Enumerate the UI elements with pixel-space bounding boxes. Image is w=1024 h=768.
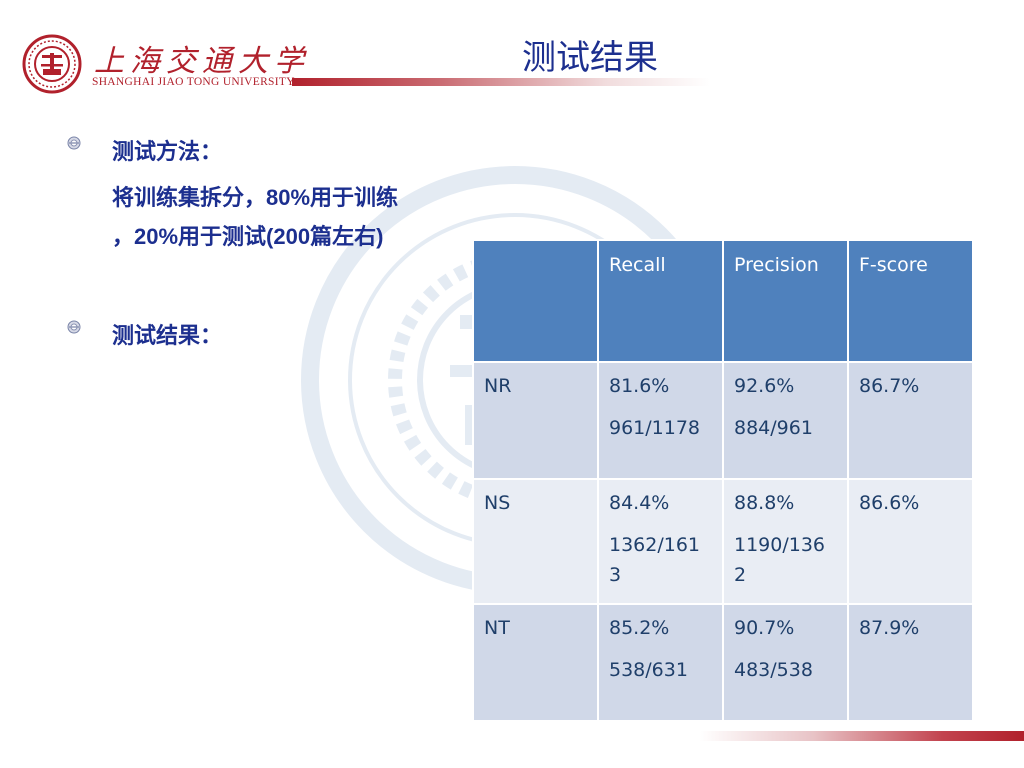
university-seal-icon — [22, 34, 82, 94]
slide-title: 测试结果 — [522, 38, 658, 78]
footer-divider — [700, 731, 1024, 741]
bullet-icon — [67, 320, 81, 334]
fscore-cell: 87.9% — [847, 603, 974, 722]
precision-value: 90.7% — [734, 617, 795, 639]
recall-value: 85.2% — [609, 617, 670, 639]
recall-count: 961/1178 — [609, 417, 701, 439]
logo-chinese-name: 上海交通大学 — [94, 44, 310, 79]
fscore-value: 87.9% — [859, 617, 920, 639]
fscore-value: 86.7% — [859, 375, 920, 397]
university-logo: 上海交通大学 SHANGHAI JIAO TONG UNIVERSITY — [22, 34, 304, 94]
row-label-cell: NS — [472, 478, 599, 605]
fscore-value: 86.6% — [859, 492, 920, 514]
recall-value: 84.4% — [609, 492, 670, 514]
row-label-cell: NR — [472, 361, 599, 480]
table-header-row: Recall Precision F-score — [472, 239, 974, 363]
results-table: Recall Precision F-score NR 81.6% 961/117… — [472, 239, 974, 722]
test-method-text-line2: ，20%用于测试(200篇左右) — [112, 224, 384, 249]
row-label: NS — [484, 492, 511, 514]
table-header-cell: Precision — [722, 239, 849, 363]
precision-value: 88.8% — [734, 492, 795, 514]
test-method-label: 测试方法： — [112, 139, 223, 164]
precision-cell: 88.8% 1190/1362 — [722, 478, 849, 605]
recall-cell: 84.4% 1362/1613 — [597, 478, 724, 605]
fscore-cell: 86.7% — [847, 361, 974, 480]
recall-value: 81.6% — [609, 375, 670, 397]
recall-count: 538/631 — [609, 659, 688, 681]
table-row: NR 81.6% 961/1178 92.6% 884/961 86.7% — [472, 361, 974, 480]
table-header-cell — [472, 239, 599, 363]
precision-cell: 92.6% 884/961 — [722, 361, 849, 480]
row-label: NT — [484, 617, 510, 639]
recall-cell: 85.2% 538/631 — [597, 603, 724, 722]
test-result-label: 测试结果： — [112, 323, 223, 348]
table-row: NT 85.2% 538/631 90.7% 483/538 87.9% — [472, 603, 974, 722]
test-method-text-line1: 将训练集拆分，80%用于训练 — [112, 185, 399, 210]
row-label-cell: NT — [472, 603, 599, 722]
table-row: NS 84.4% 1362/1613 88.8% 1190/1362 86.6% — [472, 478, 974, 605]
recall-cell: 81.6% 961/1178 — [597, 361, 724, 480]
precision-count: 1190/1362 — [734, 534, 826, 586]
header-divider — [292, 78, 710, 86]
bullet-icon — [67, 136, 81, 150]
recall-count: 1362/1613 — [609, 534, 701, 586]
table-header-cell: F-score — [847, 239, 974, 363]
precision-count: 884/961 — [734, 417, 813, 439]
precision-count: 483/538 — [734, 659, 813, 681]
row-label: NR — [484, 375, 512, 397]
table-header-cell: Recall — [597, 239, 724, 363]
logo-english-name: SHANGHAI JIAO TONG UNIVERSITY — [92, 76, 295, 88]
fscore-cell: 86.6% — [847, 478, 974, 605]
precision-cell: 90.7% 483/538 — [722, 603, 849, 722]
precision-value: 92.6% — [734, 375, 795, 397]
